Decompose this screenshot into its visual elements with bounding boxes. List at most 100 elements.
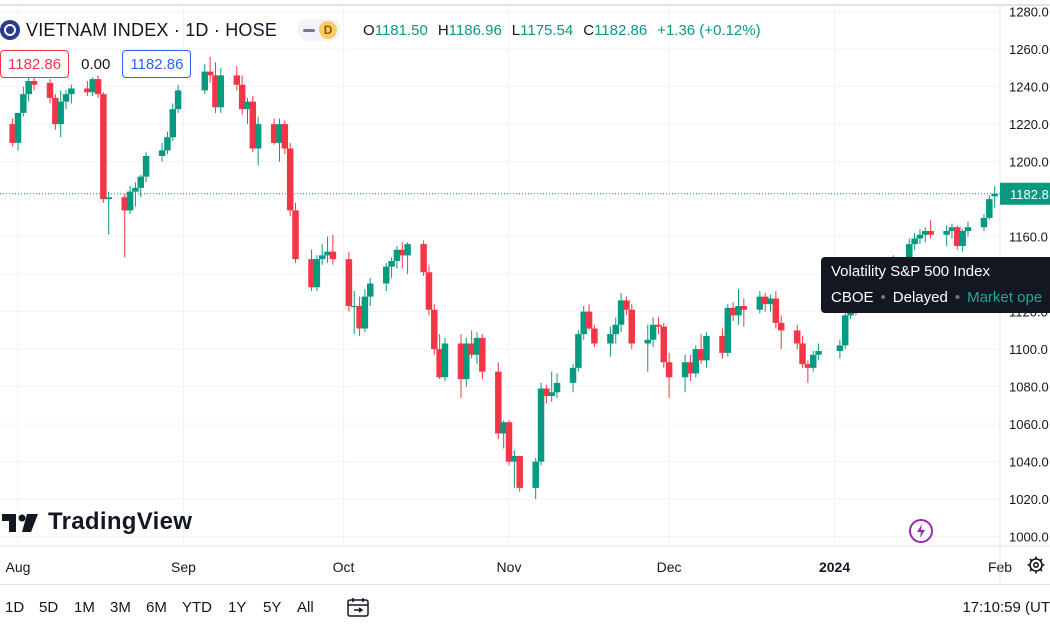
candle-body[interactable] [420, 244, 427, 273]
candle-body[interactable] [809, 354, 817, 368]
candle-body[interactable] [89, 79, 96, 93]
tradingview-watermark[interactable]: TradingView [0, 508, 192, 536]
candle-body[interactable] [927, 231, 934, 235]
candle-body[interactable] [660, 326, 668, 363]
timeframe-button[interactable]: 5D [39, 599, 59, 616]
candle-body[interactable] [206, 71, 214, 76]
candle-body[interactable] [238, 84, 246, 110]
candle-body[interactable] [132, 187, 139, 192]
candle-body[interactable] [649, 324, 657, 340]
candle-body[interactable] [30, 81, 38, 85]
candle-body[interactable] [137, 176, 145, 188]
candle-body[interactable] [703, 336, 710, 361]
candle-body[interactable] [57, 101, 64, 125]
candle-body[interactable] [249, 101, 257, 149]
candle-body[interactable] [9, 124, 16, 143]
candle-body[interactable] [388, 261, 395, 267]
candle-body[interactable] [318, 255, 326, 260]
timeframe-button[interactable]: 1Y [228, 599, 247, 616]
candle-body[interactable] [356, 306, 363, 329]
candle-body[interactable] [623, 300, 630, 310]
candle-body[interactable] [121, 197, 128, 211]
candle-body[interactable] [916, 234, 924, 239]
candle-body[interactable] [345, 259, 353, 306]
candle-body[interactable] [404, 244, 411, 256]
candle-body[interactable] [270, 124, 278, 143]
candle-body[interactable] [383, 266, 390, 284]
candle-body[interactable] [361, 296, 369, 329]
candle-body[interactable] [350, 306, 358, 307]
candle-body[interactable] [164, 137, 171, 151]
candle-body[interactable] [943, 231, 950, 235]
candle-body[interactable] [393, 249, 401, 261]
candle-body[interactable] [964, 227, 972, 231]
candle-body[interactable] [906, 244, 913, 263]
candle-body[interactable] [740, 306, 748, 310]
symbol-title[interactable]: VIETNAM INDEX · 1D · HOSE [26, 19, 278, 40]
candle-body[interactable] [591, 328, 598, 344]
candle-body[interactable] [959, 231, 966, 246]
candle-body[interactable] [948, 227, 956, 231]
candle-body[interactable] [580, 311, 587, 335]
candle-body[interactable] [585, 311, 593, 329]
candle-body[interactable] [495, 371, 502, 434]
candle-body[interactable] [457, 343, 465, 380]
candle-body[interactable] [233, 75, 241, 85]
candle-body[interactable] [532, 461, 539, 488]
buy-price-button[interactable]: 1182.86 [122, 50, 192, 78]
candle-body[interactable] [244, 101, 251, 110]
candle-body[interactable] [62, 94, 70, 102]
candle-body[interactable] [681, 362, 689, 378]
candle-body[interactable] [52, 97, 59, 125]
candle-body[interactable] [548, 392, 555, 396]
candle-body[interactable] [217, 75, 225, 108]
candle-body[interactable] [724, 307, 732, 353]
candle-body[interactable] [313, 259, 321, 288]
candle-body[interactable] [436, 349, 443, 378]
candle-body[interactable] [84, 88, 91, 93]
candle-body[interactable] [20, 94, 27, 113]
candle-body[interactable] [692, 349, 700, 374]
candle-body[interactable] [729, 307, 737, 316]
candle-body[interactable] [841, 315, 849, 346]
candle-body[interactable] [617, 300, 625, 325]
timeframe-button[interactable]: All [297, 599, 314, 616]
timeframe-button[interactable]: 1D [5, 599, 25, 616]
candle-body[interactable] [537, 388, 545, 462]
timeframe-button[interactable]: YTD [182, 599, 212, 616]
candle-body[interactable] [142, 156, 150, 177]
candle-body[interactable] [799, 343, 806, 365]
candle-body[interactable] [94, 79, 102, 95]
candle-body[interactable] [308, 259, 315, 288]
candle-body[interactable] [212, 75, 219, 108]
candle-body[interactable] [954, 227, 961, 246]
candle-body[interactable] [281, 124, 289, 149]
candle-body[interactable] [516, 456, 523, 488]
candle-body[interactable] [569, 367, 577, 383]
candle-body[interactable] [100, 94, 107, 200]
candle-body[interactable] [628, 309, 636, 344]
candle-body[interactable] [366, 283, 374, 297]
candle-body[interactable] [655, 324, 662, 327]
candle-body[interactable] [174, 90, 182, 110]
bolt-icon[interactable] [909, 519, 933, 543]
candle-body[interactable] [468, 343, 475, 355]
timeframe-button[interactable]: 1M [74, 599, 95, 616]
candle-body[interactable] [836, 345, 844, 351]
candle-body[interactable] [14, 112, 22, 143]
candle-body[interactable] [575, 334, 582, 368]
candle-body[interactable] [911, 238, 918, 245]
candle-body[interactable] [697, 349, 705, 361]
candle-body[interactable] [254, 124, 262, 149]
delay-pill[interactable]: D [297, 19, 342, 41]
candle-body[interactable] [719, 336, 726, 353]
candle-body[interactable] [505, 422, 513, 462]
candle-body[interactable] [980, 217, 988, 228]
candle-body[interactable] [607, 334, 614, 344]
candle-body[interactable] [169, 109, 177, 138]
timeframe-button[interactable]: 6M [146, 599, 167, 616]
candle-body[interactable] [665, 362, 673, 378]
candle-body[interactable] [777, 322, 785, 331]
candle-body[interactable] [772, 298, 780, 323]
candle-body[interactable] [46, 82, 54, 98]
